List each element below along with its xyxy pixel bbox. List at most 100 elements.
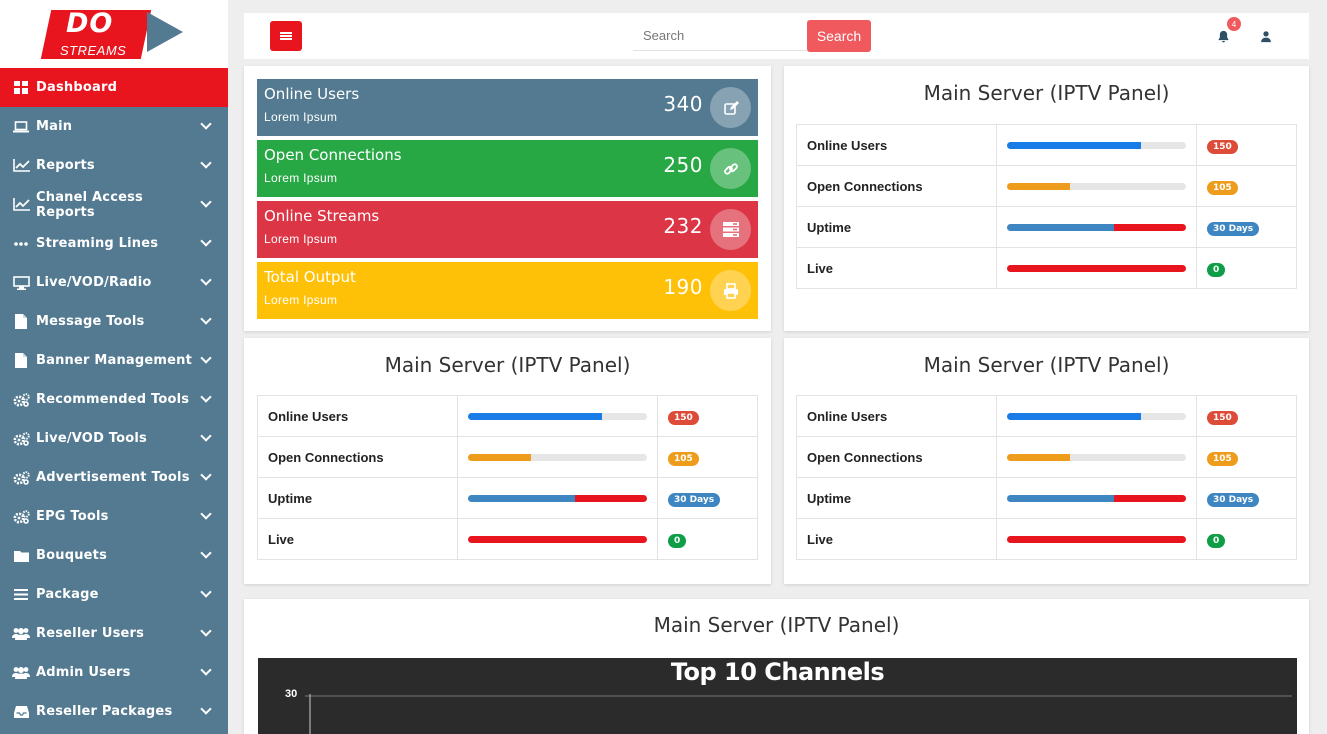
table-row: Live 0 — [796, 247, 1297, 289]
stat-subtitle: Lorem Ipsum — [264, 232, 338, 246]
sidebar-item-label: EPG Tools — [36, 509, 109, 524]
chevron-down-icon[interactable] — [202, 356, 212, 366]
bars-icon — [8, 589, 34, 600]
row-bar-cell — [996, 518, 1197, 560]
chevron-down-icon[interactable] — [202, 278, 212, 288]
server-table: Online Users 150 Open Connections 105 Uptime… — [796, 395, 1297, 560]
table-row: Open Connections 105 — [796, 436, 1297, 478]
table-row: Uptime 30 Days — [796, 206, 1297, 248]
file-icon — [8, 314, 34, 329]
y-tick-label: 30 — [285, 688, 298, 700]
sidebar-item-reports[interactable]: Reports — [0, 146, 228, 185]
sidebar-item-chanel-access-reports[interactable]: Chanel Access Reports — [0, 185, 228, 224]
line-chart-icon — [8, 159, 34, 172]
bell-icon[interactable] — [1217, 30, 1229, 43]
stat-tile-online-streams[interactable]: Online Streams Lorem Ipsum 232 — [257, 201, 758, 258]
chevron-down-icon[interactable] — [202, 629, 212, 639]
cogs-icon — [8, 431, 34, 446]
progress-bar — [1007, 412, 1186, 420]
sidebar-item-package[interactable]: Package — [0, 575, 228, 614]
user-icon[interactable] — [1260, 30, 1272, 43]
chevron-down-icon[interactable] — [202, 590, 212, 600]
row-label: Uptime — [796, 477, 997, 519]
file-icon — [8, 353, 34, 368]
sidebar-item-banner-management[interactable]: Banner Management — [0, 341, 228, 380]
sidebar-item-dashboard[interactable]: Dashboard — [0, 68, 228, 107]
sidebar-item-live-vod-tools[interactable]: Live/VOD Tools — [0, 419, 228, 458]
chevron-down-icon[interactable] — [202, 200, 212, 210]
top-header: Search 4 — [244, 13, 1309, 59]
sidebar-item-reseller-packages[interactable]: Reseller Packages — [0, 692, 228, 731]
row-badge-cell: 105 — [1196, 165, 1297, 207]
sidebar-item-live-vod-radio[interactable]: Live/VOD/Radio — [0, 263, 228, 302]
sidebar-item-label: Streaming Lines — [36, 236, 159, 251]
row-bar-cell — [996, 165, 1197, 207]
status-badge: 105 — [1207, 180, 1238, 195]
status-badge: 150 — [1207, 139, 1238, 154]
progress-bar — [468, 412, 647, 420]
server-icon[interactable] — [710, 209, 751, 250]
sidebar-item-label: Reseller Packages — [36, 704, 173, 719]
server-table: Online Users 150 Open Connections 105 Uptime… — [796, 124, 1297, 289]
sidebar-item-label: Reseller Users — [36, 626, 145, 641]
stat-title: Online Users — [264, 85, 360, 103]
logo-text-do: DO — [66, 8, 114, 39]
inbox-icon — [8, 705, 34, 718]
row-bar-cell — [996, 124, 1197, 166]
row-badge-cell: 150 — [1196, 395, 1297, 437]
search-button[interactable]: Search — [807, 20, 871, 52]
row-label: Open Connections — [796, 165, 997, 207]
sidebar-item-reseller-users[interactable]: Reseller Users — [0, 614, 228, 653]
row-bar-cell — [457, 395, 658, 437]
stat-value: 340 — [663, 92, 703, 116]
sidebar-item-label: Admin Users — [36, 665, 131, 680]
progress-bar — [1007, 141, 1186, 149]
stat-tile-total-output[interactable]: Total Output Lorem Ipsum 190 — [257, 262, 758, 319]
print-icon[interactable] — [710, 270, 751, 311]
sidebar-item-streaming-lines[interactable]: Streaming Lines — [0, 224, 228, 263]
progress-bar — [468, 535, 647, 543]
status-badge: 0 — [1207, 533, 1226, 548]
sidebar-item-epg-tools[interactable]: EPG Tools — [0, 497, 228, 536]
sidebar-item-main[interactable]: Main — [0, 107, 228, 146]
top-channels-card: Main Server (IPTV Panel) Top 10 Channels… — [244, 599, 1309, 734]
progress-bar — [468, 494, 647, 502]
cogs-icon — [8, 470, 34, 485]
chevron-down-icon[interactable] — [202, 239, 212, 249]
sidebar-item-recommended-tools[interactable]: Recommended Tools — [0, 380, 228, 419]
chevron-down-icon[interactable] — [202, 434, 212, 444]
sidebar-item-message-tools[interactable]: Message Tools — [0, 302, 228, 341]
cogs-icon — [8, 509, 34, 524]
row-bar-cell — [457, 436, 658, 478]
chevron-down-icon[interactable] — [202, 395, 212, 405]
chevron-down-icon[interactable] — [202, 668, 212, 678]
sidebar-item-advertisement-tools[interactable]: Advertisement Tools — [0, 458, 228, 497]
stat-subtitle: Lorem Ipsum — [264, 293, 338, 307]
chevron-down-icon[interactable] — [202, 122, 212, 132]
stat-tile-open-connections[interactable]: Open Connections Lorem Ipsum 250 — [257, 140, 758, 197]
chevron-down-icon[interactable] — [202, 707, 212, 717]
chevron-down-icon[interactable] — [202, 551, 212, 561]
stat-value: 250 — [663, 153, 703, 177]
chevron-down-icon[interactable] — [202, 512, 212, 522]
stat-tile-online-users[interactable]: Online Users Lorem Ipsum 340 — [257, 79, 758, 136]
edit-icon[interactable] — [710, 87, 751, 128]
status-badge: 150 — [1207, 410, 1238, 425]
row-bar-cell — [996, 395, 1197, 437]
search-input[interactable] — [633, 21, 807, 51]
row-badge-cell: 150 — [1196, 124, 1297, 166]
logo[interactable]: DO STREAMS — [0, 0, 228, 68]
hamburger-icon — [280, 32, 292, 40]
chevron-down-icon[interactable] — [202, 317, 212, 327]
chevron-down-icon[interactable] — [202, 473, 212, 483]
menu-toggle-button[interactable] — [270, 21, 302, 51]
link-icon[interactable] — [710, 148, 751, 189]
users-icon — [8, 627, 34, 640]
sidebar-item-bouquets[interactable]: Bouquets — [0, 536, 228, 575]
sidebar-item-admin-users[interactable]: Admin Users — [0, 653, 228, 692]
table-row: Online Users 150 — [796, 395, 1297, 437]
panel-title: Main Server (IPTV Panel) — [923, 81, 1170, 105]
chevron-down-icon[interactable] — [202, 161, 212, 171]
row-label: Live — [257, 518, 458, 560]
row-badge-cell: 150 — [657, 395, 758, 437]
